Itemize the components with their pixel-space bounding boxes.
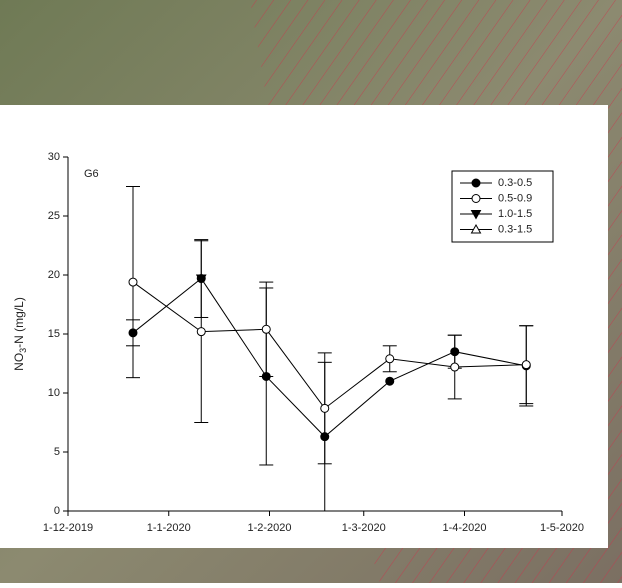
marker — [450, 347, 460, 357]
y-tick-label: 10 — [48, 387, 60, 399]
x-tick-label: 1-5-2020 — [540, 522, 584, 534]
annotation: G6 — [84, 168, 99, 180]
x-tick-label: 1-12-2019 — [43, 522, 93, 534]
y-axis-label: NO3-N (mg/L) — [12, 297, 28, 371]
legend-label: 0.5-0.9 — [498, 192, 532, 204]
marker — [521, 360, 531, 370]
marker — [261, 371, 271, 381]
y-tick-label: 20 — [48, 269, 60, 281]
marker — [196, 327, 206, 337]
y-tick-label: 25 — [48, 210, 60, 222]
legend-label: 0.3-1.5 — [498, 223, 532, 235]
x-tick-label: 1-4-2020 — [442, 522, 486, 534]
marker — [450, 362, 460, 372]
marker — [320, 403, 330, 413]
marker — [385, 354, 395, 364]
marker — [195, 274, 207, 285]
marker — [320, 432, 330, 442]
y-tick-label: 5 — [54, 446, 60, 458]
y-tick-label: 0 — [54, 505, 60, 517]
marker — [261, 324, 271, 334]
legend-label: 1.0-1.5 — [498, 208, 532, 220]
legend-marker — [470, 210, 482, 220]
x-tick-label: 1-1-2020 — [147, 522, 191, 534]
y-tick-label: 30 — [48, 151, 60, 163]
legend-marker — [470, 223, 482, 234]
y-tick-label: 15 — [48, 328, 60, 340]
marker — [128, 277, 138, 287]
legend-marker — [471, 178, 481, 188]
marker — [128, 328, 138, 338]
legend-label: 0.3-0.5 — [498, 177, 532, 189]
marker — [385, 376, 395, 386]
x-tick-label: 1-3-2020 — [342, 522, 386, 534]
legend-marker — [471, 194, 481, 203]
x-tick-label: 1-2-2020 — [247, 522, 291, 534]
